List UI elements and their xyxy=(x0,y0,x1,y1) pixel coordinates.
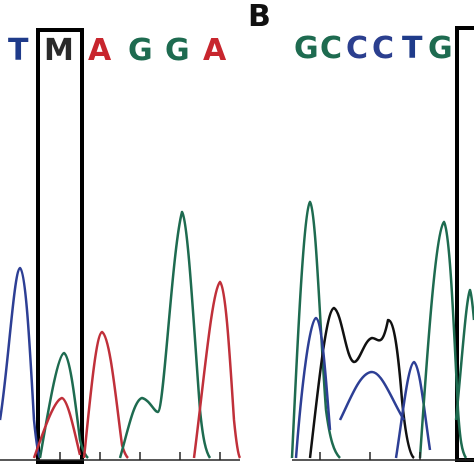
panel-a-red-trace-1 xyxy=(32,396,82,459)
panel-b-base-1: G xyxy=(294,31,319,66)
panel-a-base-2: M xyxy=(44,33,74,68)
panel-a-blue-trace xyxy=(0,266,42,459)
panel-b-base-2: C xyxy=(320,31,342,66)
panel-b-green-trace-1 xyxy=(290,200,341,459)
panel-b-green-trace-3 xyxy=(454,288,474,421)
panel-a-base-4: G xyxy=(128,33,153,68)
panel-a-base-1: T xyxy=(8,33,29,68)
panel-b-blue-trace-1 xyxy=(294,316,332,459)
panel-b-blue-trace-3 xyxy=(394,360,432,459)
panel-b-base-3: C xyxy=(346,31,368,66)
panel-b-base-5: T xyxy=(402,31,423,66)
panel-b-black-trace xyxy=(308,306,415,459)
panel-b-ticks xyxy=(319,452,421,460)
panel-a-highlight-box xyxy=(36,28,84,464)
panel-a-green-trace-2 xyxy=(118,210,212,459)
panel-a-traces xyxy=(0,210,242,459)
panel-b-traces xyxy=(290,200,474,459)
panel-b-base-4: C xyxy=(372,31,394,66)
panel-a-base-3: A xyxy=(88,33,112,68)
panel-a-ticks xyxy=(59,452,221,460)
panel-a-base-6: A xyxy=(203,33,227,68)
panel-a-red-trace-2 xyxy=(82,330,129,459)
panel-a-base-5: G xyxy=(165,33,190,68)
panel-b-base-6: G xyxy=(428,31,453,66)
panel-b-green-trace-2 xyxy=(418,220,468,459)
panel-b-basecalls: G C C C T G xyxy=(294,31,453,66)
panel-a-basecalls: T M A G G A xyxy=(8,33,227,68)
panel-b-label: B xyxy=(248,0,271,34)
panel-a-red-trace-3 xyxy=(192,280,242,459)
panel-b-blue-trace-2 xyxy=(338,370,406,421)
